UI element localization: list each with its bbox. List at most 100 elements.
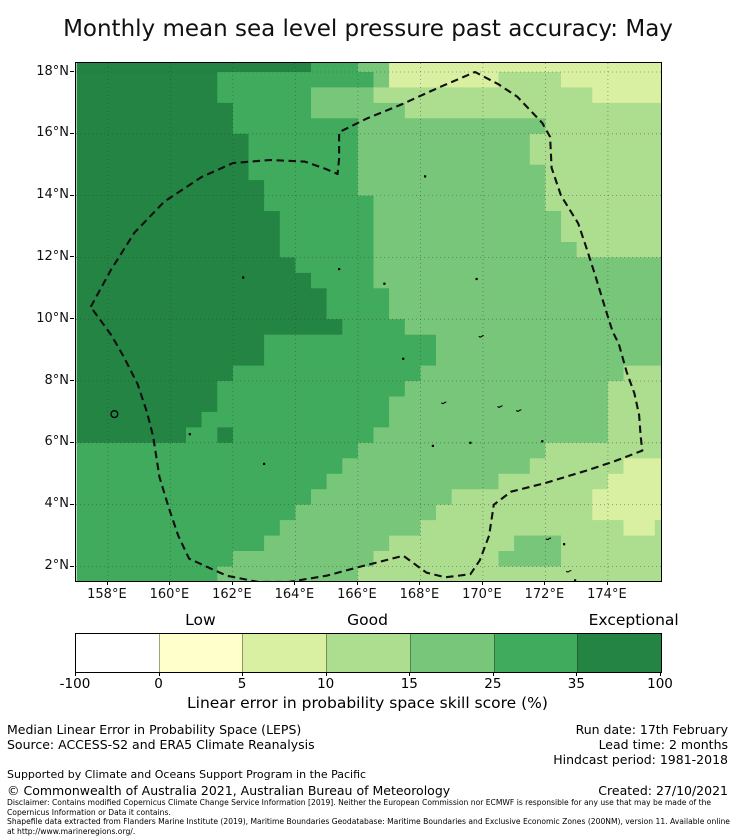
map-cell-run bbox=[545, 164, 661, 181]
map-cell-run bbox=[607, 396, 661, 413]
map-cell-run bbox=[311, 102, 406, 119]
island-dot bbox=[563, 543, 566, 546]
map-cell-run bbox=[529, 133, 661, 150]
colorbar-tick bbox=[158, 672, 160, 676]
x-axis-tick bbox=[544, 581, 546, 585]
colorbar-segment bbox=[158, 634, 243, 672]
map-cell-run bbox=[76, 396, 218, 413]
map-cell-run bbox=[514, 535, 562, 552]
map-cell-run bbox=[357, 63, 390, 73]
map-cell-run bbox=[264, 535, 390, 552]
y-axis-tick bbox=[70, 132, 74, 134]
map-cell-run bbox=[545, 195, 661, 212]
island-dot bbox=[338, 268, 341, 271]
colorbar-segment bbox=[409, 634, 494, 672]
map-cell-run bbox=[217, 396, 390, 413]
map-cell-run bbox=[295, 257, 374, 274]
map-cell-run bbox=[76, 72, 218, 88]
map-cell-run bbox=[561, 226, 661, 243]
map-cell-run bbox=[76, 504, 296, 521]
island-dot bbox=[475, 277, 478, 281]
map-cell-run bbox=[436, 504, 593, 521]
map-cell-run bbox=[76, 149, 249, 166]
map-cell-run bbox=[76, 489, 312, 506]
y-axis-tick bbox=[70, 256, 74, 258]
map-cell-run bbox=[279, 520, 421, 536]
map-cell-run bbox=[545, 442, 661, 459]
footer-source: Source: ACCESS-S2 and ERA5 Climate Reana… bbox=[7, 737, 315, 752]
y-axis-tick-label: 12°N bbox=[36, 248, 69, 264]
colorbar-segment bbox=[76, 634, 159, 672]
colorbar-tick-label: 10 bbox=[317, 676, 335, 692]
island-dot bbox=[242, 276, 245, 279]
map-cell-run bbox=[76, 242, 281, 258]
island-dot bbox=[541, 440, 544, 443]
map-cell-run bbox=[373, 242, 577, 258]
map-cell-run bbox=[389, 396, 609, 413]
map-cell-run bbox=[232, 118, 359, 135]
x-axis-tick-label: 168°E bbox=[399, 587, 440, 602]
map-cell-run bbox=[248, 164, 359, 181]
colorbar-tick-label: -100 bbox=[59, 676, 91, 692]
colorbar-segment bbox=[577, 634, 662, 672]
island-dot bbox=[263, 462, 266, 465]
map-cell-run bbox=[420, 365, 624, 382]
map-cell-run bbox=[436, 350, 661, 366]
map-cell-run bbox=[498, 473, 609, 490]
map-cell-run bbox=[623, 365, 661, 382]
island-dot bbox=[424, 175, 427, 178]
eez-boundary-line bbox=[89, 70, 644, 581]
footer-shapefile-note: Shapefile data extracted from Flanders M… bbox=[7, 817, 730, 836]
map-cell-run bbox=[373, 72, 390, 88]
island-squiggle bbox=[497, 405, 503, 408]
map-cell-run bbox=[373, 195, 546, 212]
map-cell-run bbox=[76, 211, 281, 227]
x-axis-tick-label: 166°E bbox=[337, 587, 377, 602]
island-dot bbox=[402, 357, 405, 360]
colorbar-tick bbox=[409, 672, 411, 676]
map-cell-run bbox=[373, 427, 609, 444]
footer-supported-by: Supported by Climate and Oceans Support … bbox=[7, 768, 367, 781]
footer-copyright: © Commonwealth of Australia 2021, Austra… bbox=[7, 783, 451, 798]
map-cell-run bbox=[357, 118, 546, 135]
island-squiggle bbox=[565, 570, 572, 573]
y-axis-tick-label: 6°N bbox=[44, 434, 70, 450]
map-cell-run bbox=[326, 473, 499, 490]
map-cell-run bbox=[561, 551, 661, 567]
map-cell-run bbox=[232, 551, 374, 567]
map-cell-run bbox=[76, 102, 234, 119]
skill-score-map bbox=[76, 63, 661, 581]
x-axis-tick-label: 162°E bbox=[212, 587, 252, 602]
footer-disclaimer: Disclaimer: Contains modified Copernicus… bbox=[7, 798, 712, 817]
map-cell-run bbox=[357, 180, 546, 196]
map-cell-run bbox=[76, 133, 249, 150]
colorbar-region-label: Low bbox=[185, 611, 216, 629]
map-cell-run bbox=[576, 242, 661, 258]
map-cell-run bbox=[389, 288, 661, 305]
map-cell-run bbox=[357, 164, 546, 181]
map-cell-run bbox=[607, 411, 661, 428]
colorbar-segment bbox=[493, 634, 578, 672]
map-cell-run bbox=[264, 334, 437, 351]
map-cell-run bbox=[232, 365, 421, 382]
y-axis-tick-label: 18°N bbox=[36, 63, 69, 79]
map-cell-run bbox=[311, 63, 359, 73]
y-axis-tick bbox=[70, 194, 74, 196]
map-cell-run bbox=[76, 180, 265, 196]
map-cell-run bbox=[592, 504, 661, 521]
map-cell-run bbox=[248, 133, 359, 150]
map-cell-run bbox=[264, 350, 437, 366]
map-cell-run bbox=[279, 226, 374, 243]
map-cell-run bbox=[404, 381, 609, 397]
map-cell-run bbox=[76, 272, 312, 289]
island-dot bbox=[574, 579, 577, 581]
map-cell-run bbox=[420, 520, 624, 536]
map-cell-run bbox=[76, 303, 327, 320]
map-cell-run bbox=[76, 350, 265, 366]
colorbar-tick-label: 25 bbox=[484, 676, 502, 692]
colorbar-segment bbox=[326, 634, 410, 672]
map-cell-run bbox=[76, 458, 343, 475]
island-outline bbox=[110, 410, 119, 419]
map-cell-run bbox=[623, 520, 656, 536]
colorbar-tick bbox=[325, 672, 327, 676]
